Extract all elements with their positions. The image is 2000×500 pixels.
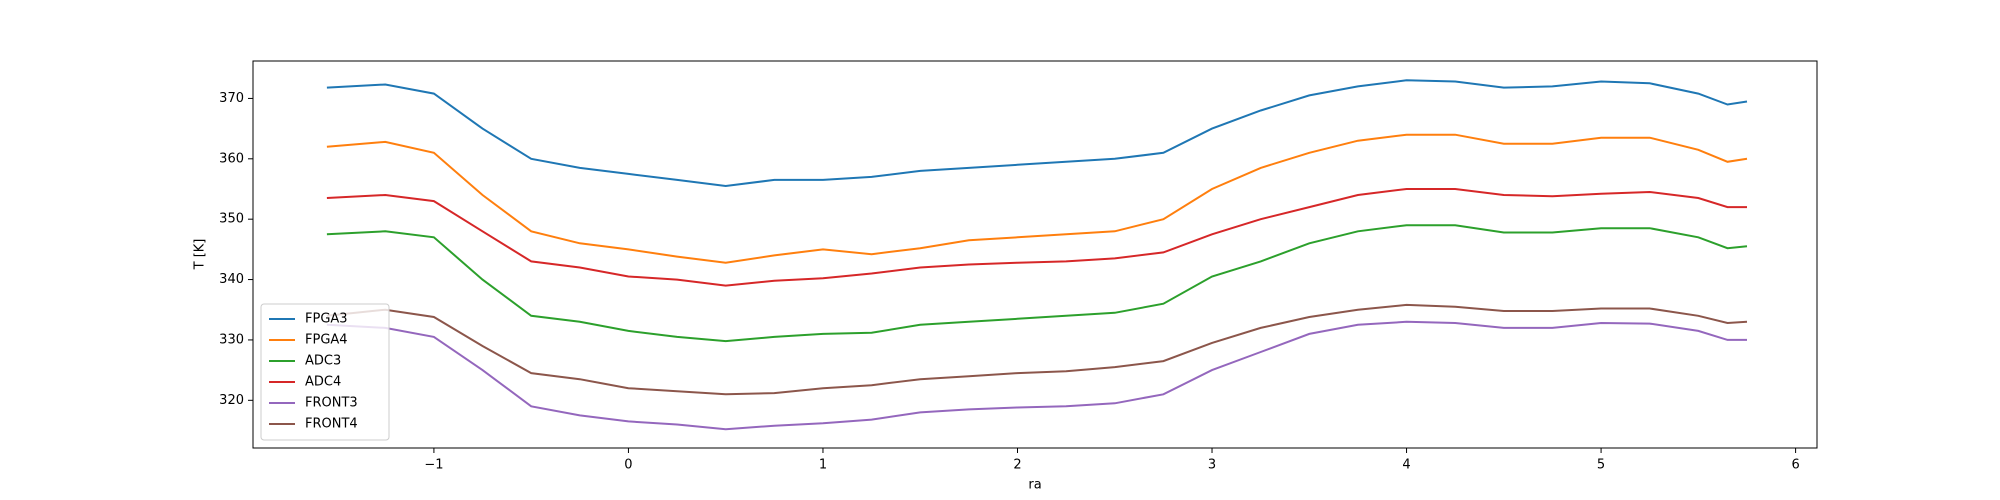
line-series [326,188,1747,287]
legend-label: FPGA4 [305,333,348,348]
legend-label: FRONT4 [305,417,358,432]
x-tick-label: 6 [1791,458,1799,473]
line-series [326,133,1748,264]
y-tick-label: 360 [219,151,244,166]
y-tick-label: 350 [219,212,244,227]
line-series [326,303,1748,396]
x-tick-label: 3 [1208,458,1216,473]
line-series [326,79,1748,188]
y-tick-label: 320 [219,393,244,408]
legend-label: FPGA3 [305,312,348,327]
x-tick-label: 1 [819,458,827,473]
y-tick-label: 340 [219,272,244,287]
y-tick-label: 330 [219,332,244,347]
x-tick-label: 0 [624,458,632,473]
legend-label: FRONT3 [305,396,358,411]
x-tick-label: 4 [1402,458,1410,473]
legend-label: ADC3 [305,354,341,369]
y-axis-label: T [K] [193,239,208,271]
axes-frame [252,60,1818,449]
y-tick-label: 370 [219,91,244,106]
x-axis-label: ra [1028,478,1041,493]
x-tick-label: 2 [1013,458,1021,473]
legend-box [260,303,390,441]
legend-label: ADC4 [305,375,341,390]
x-tick-label: 5 [1597,458,1605,473]
line-series [326,320,1747,431]
line-series [326,224,1748,343]
x-tick-label: −1 [424,458,443,473]
